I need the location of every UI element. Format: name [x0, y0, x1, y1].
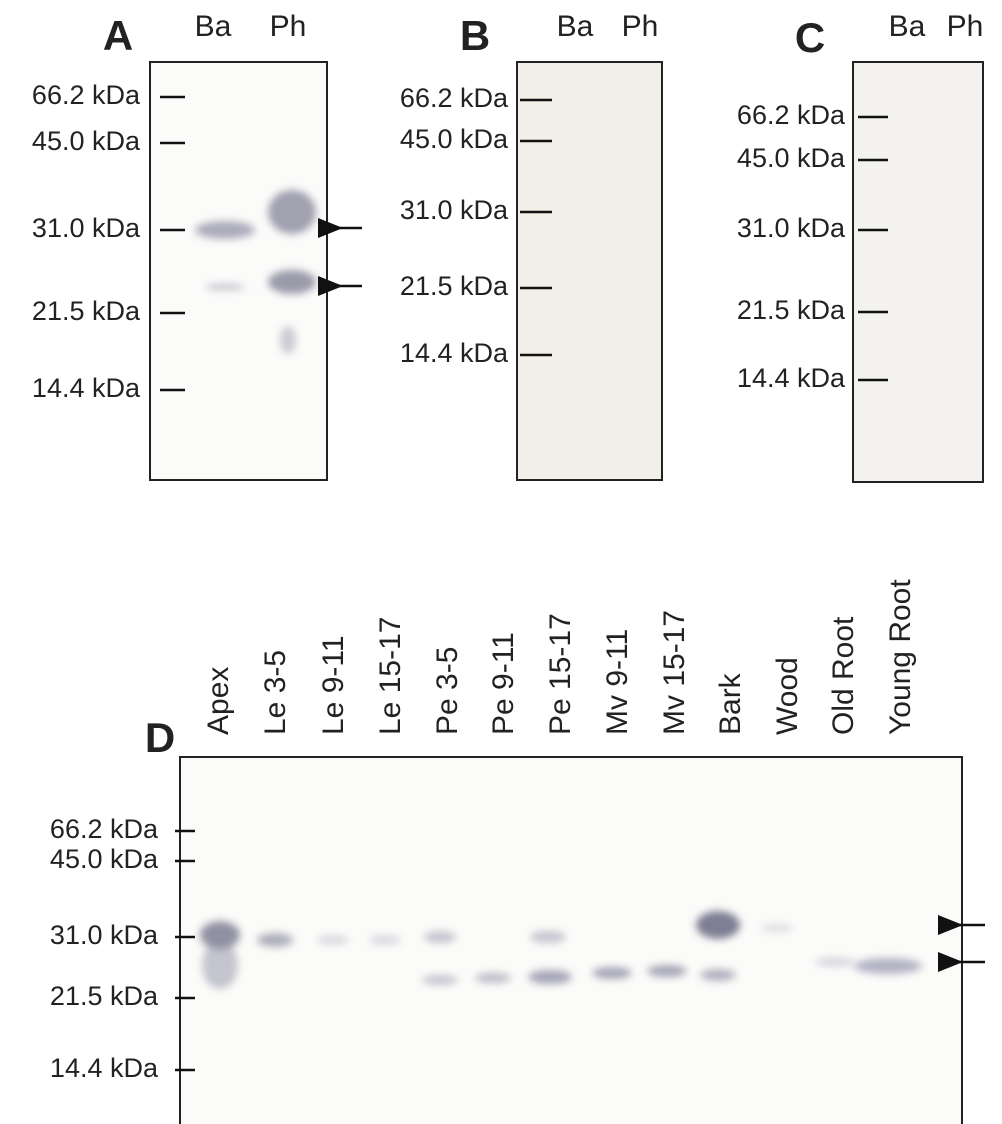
marker-label: 31.0 kDa [400, 195, 509, 225]
lane-label: Le 9-11 [317, 635, 350, 735]
marker-label: 66.2 kDa [737, 100, 846, 130]
lane-label: Ph [270, 10, 307, 43]
marker-label: 66.2 kDa [50, 814, 159, 844]
panel-label: D [145, 714, 175, 761]
lane-label: Ba [557, 10, 594, 43]
lane-label: Le 15-17 [374, 617, 407, 735]
gel-c [853, 62, 983, 482]
marker-label: 45.0 kDa [400, 124, 509, 154]
panel-label: A [103, 12, 133, 59]
marker-label: 21.5 kDa [400, 271, 509, 301]
lane-label: Pe 9-11 [487, 632, 520, 735]
gel-b [517, 62, 662, 480]
marker-label: 14.4 kDa [32, 373, 141, 403]
marker-label: 45.0 kDa [32, 126, 141, 156]
lane-label: Ph [622, 10, 659, 43]
lane-label: Pe 3-5 [431, 647, 464, 735]
lane-label: Ba [889, 10, 926, 43]
lane-label: Old Root [827, 616, 860, 735]
marker-label: 66.2 kDa [32, 80, 141, 110]
lane-label: Young Root [884, 579, 917, 735]
lane-label: Mv 15-17 [658, 610, 691, 735]
lane-label: Ba [195, 10, 232, 43]
marker-label: 31.0 kDa [50, 920, 159, 950]
marker-label: 21.5 kDa [50, 981, 159, 1011]
marker-label: 31.0 kDa [32, 213, 141, 243]
marker-label: 31.0 kDa [737, 213, 846, 243]
marker-label: 21.5 kDa [32, 296, 141, 326]
lane-label: Le 3-5 [259, 650, 292, 735]
panel-label: B [460, 12, 490, 59]
lane-label: Apex [202, 667, 235, 735]
marker-label: 14.4 kDa [50, 1053, 159, 1083]
marker-label: 45.0 kDa [50, 844, 159, 874]
lane-label: Wood [771, 657, 804, 735]
lane-label: Bark [714, 672, 747, 735]
lane-label: Mv 9-11 [601, 629, 634, 735]
marker-label: 45.0 kDa [737, 143, 846, 173]
marker-label: 14.4 kDa [400, 338, 509, 368]
lane-label: Pe 15-17 [544, 613, 577, 735]
lane-label: Ph [947, 10, 984, 43]
marker-label: 66.2 kDa [400, 83, 509, 113]
gel-d [180, 757, 962, 1124]
marker-label: 14.4 kDa [737, 363, 846, 393]
marker-label: 21.5 kDa [737, 295, 846, 325]
figure: ABaPh66.2 kDa45.0 kDa31.0 kDa21.5 kDa14.… [0, 0, 1002, 1124]
panel-label: C [795, 14, 825, 61]
